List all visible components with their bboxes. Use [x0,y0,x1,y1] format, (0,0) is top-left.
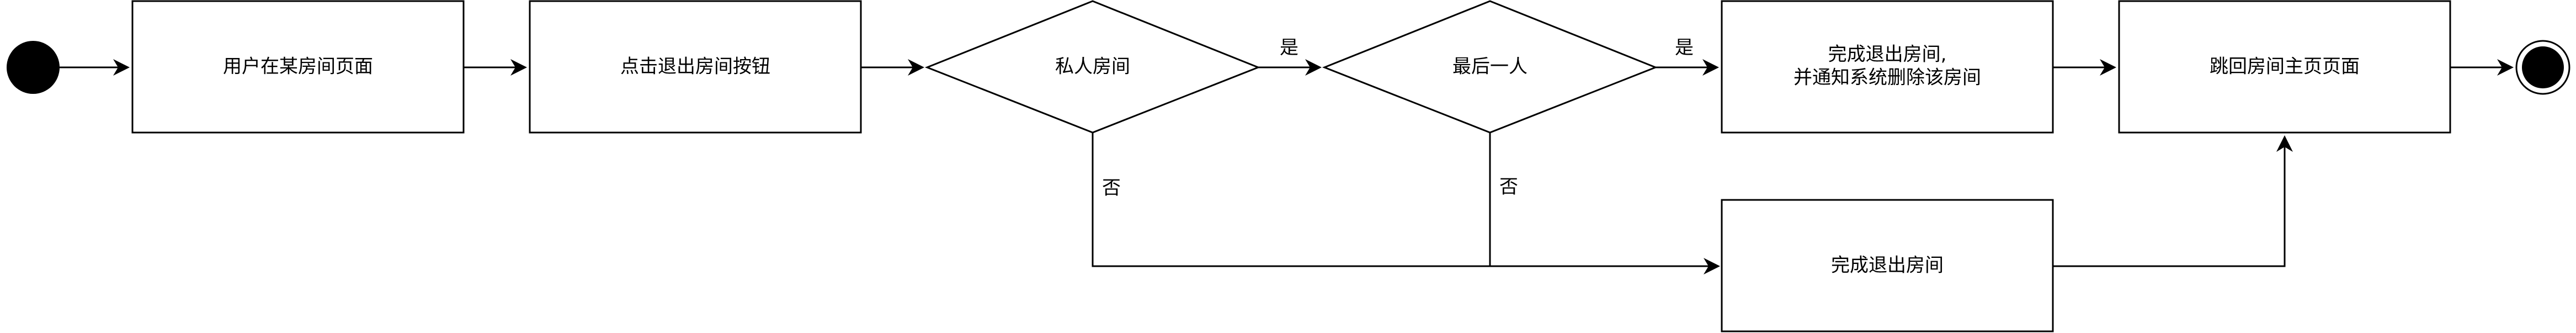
end-node [2515,40,2570,95]
process-click-exit-button: 点击退出房间按钮 [529,0,862,134]
process-complete-exit-and-notify-line1: 完成退出房间, [1828,44,1947,66]
edge-complete-exit-to-room-home [2053,135,2293,267]
process-click-exit-button-label: 点击退出房间按钮 [620,56,770,78]
decision-last-person-label: 最后一人 [1452,56,1527,78]
edge-label-last-yes: 是 [1675,37,1694,59]
process-return-to-room-home: 跳回房间主页页面 [2118,0,2451,134]
decision-private-room-label: 私人房间 [1055,56,1130,78]
edge-private-room-no [1092,133,1720,274]
process-user-on-room-page-label: 用户在某房间页面 [223,56,373,78]
process-user-on-room-page: 用户在某房间页面 [131,0,465,134]
start-node [7,41,60,94]
decision-last-person: 最后一人 [1322,0,1658,134]
process-complete-exit-and-notify-line2: 并通知系统删除该房间 [1793,67,1981,89]
process-complete-exit-and-notify: 完成退出房间, 并通知系统删除该房间 [1721,0,2054,134]
edge-label-last-no: 否 [1499,176,1518,198]
edge-label-private-no: 否 [1102,177,1121,199]
decision-private-room: 私人房间 [924,0,1261,134]
edge-label-private-yes: 是 [1280,37,1298,59]
process-complete-exit-label: 完成退出房间 [1831,255,1944,277]
process-return-to-room-home-label: 跳回房间主页页面 [2210,56,2360,78]
process-complete-exit: 完成退出房间 [1721,199,2054,332]
